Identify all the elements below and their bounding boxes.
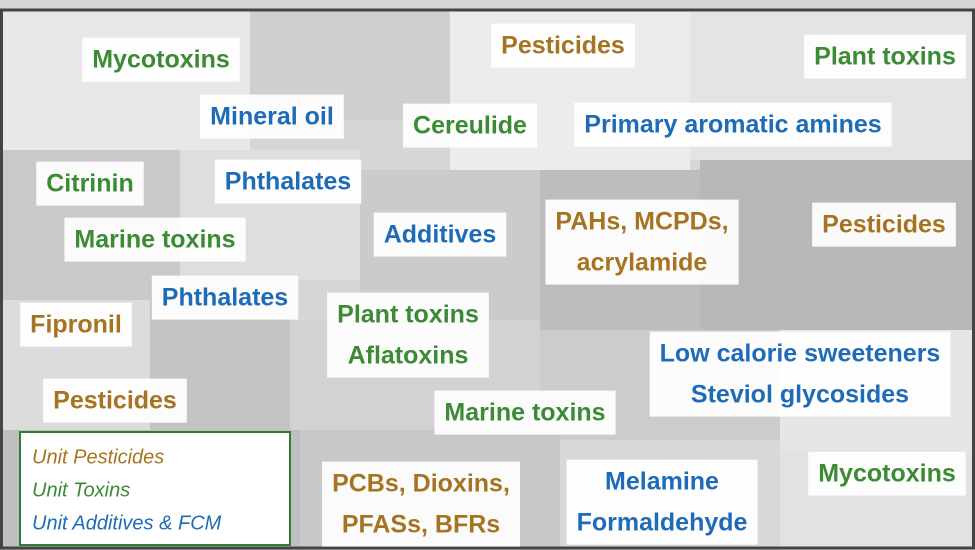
label-text: Fipronil bbox=[30, 311, 122, 339]
contaminant-label: Mycotoxins bbox=[808, 452, 966, 496]
contaminant-label: Additives bbox=[374, 213, 507, 257]
label-text: Additives bbox=[384, 221, 497, 249]
label-text: Primary aromatic amines bbox=[584, 111, 881, 139]
label-text: Marine toxins bbox=[74, 226, 235, 254]
contaminant-label: Phthalates bbox=[152, 276, 298, 320]
label-text: Mycotoxins bbox=[818, 460, 956, 488]
label-text: Citrinin bbox=[46, 170, 134, 198]
label-text: Phthalates bbox=[162, 284, 288, 312]
contaminant-label: Low calorie sweeteners Steviol glycosides bbox=[650, 332, 951, 417]
label-text: PFASs, BFRs bbox=[342, 511, 500, 539]
contaminant-label: Pesticides bbox=[812, 203, 956, 247]
legend-entry: Unit Pesticides bbox=[32, 446, 164, 468]
label-text: PCBs, Dioxins, bbox=[332, 470, 510, 498]
contaminant-label: Plant toxins Aflatoxins bbox=[327, 293, 489, 378]
contaminant-label: Cereulide bbox=[403, 104, 537, 148]
label-text: Plant toxins bbox=[337, 301, 479, 329]
label-text: Pesticides bbox=[501, 32, 625, 60]
contaminant-label: Citrinin bbox=[36, 162, 144, 206]
contaminant-label: Pesticides bbox=[491, 24, 635, 68]
collage: Mycotoxins Pesticides Plant toxins Mineral … bbox=[0, 0, 975, 550]
label-text: Marine toxins bbox=[444, 399, 605, 427]
label-text: Low calorie sweeteners bbox=[660, 340, 941, 368]
legend: Unit Pesticides Unit Toxins Unit Additives… bbox=[20, 432, 290, 545]
label-text: Aflatoxins bbox=[348, 342, 469, 370]
contaminant-label: Marine toxins bbox=[434, 391, 615, 435]
contaminant-label: PAHs, MCPDs, acrylamide bbox=[545, 200, 738, 285]
label-text: Cereulide bbox=[413, 112, 527, 140]
contaminant-label: PCBs, Dioxins, PFASs, BFRs bbox=[322, 462, 520, 547]
label-text: Formaldehyde bbox=[577, 509, 748, 537]
contaminant-label: Mineral oil bbox=[200, 95, 344, 139]
contaminant-label: Pesticides bbox=[43, 379, 187, 423]
contaminant-label: Phthalates bbox=[215, 160, 361, 204]
contaminant-label: Marine toxins bbox=[64, 218, 245, 262]
label-text: Pesticides bbox=[822, 211, 946, 239]
legend-entry: Unit Additives & FCM bbox=[32, 512, 222, 534]
legend-entry: Unit Toxins bbox=[32, 479, 130, 501]
label-text: Phthalates bbox=[225, 168, 351, 196]
label-text: Mycotoxins bbox=[92, 46, 230, 74]
label-text: PAHs, MCPDs, bbox=[555, 208, 728, 236]
contaminant-label: Plant toxins bbox=[804, 35, 966, 79]
label-text: Plant toxins bbox=[814, 43, 956, 71]
label-text: Mineral oil bbox=[210, 103, 334, 131]
label-text: Pesticides bbox=[53, 387, 177, 415]
contaminant-label: Primary aromatic amines bbox=[574, 103, 891, 147]
label-text: Melamine bbox=[605, 468, 719, 496]
label-text: acrylamide bbox=[577, 249, 708, 277]
contaminant-label: Melamine Formaldehyde bbox=[567, 460, 758, 545]
label-text: Steviol glycosides bbox=[691, 381, 909, 409]
contaminant-label: Mycotoxins bbox=[82, 38, 240, 82]
contaminant-label: Fipronil bbox=[20, 303, 132, 347]
